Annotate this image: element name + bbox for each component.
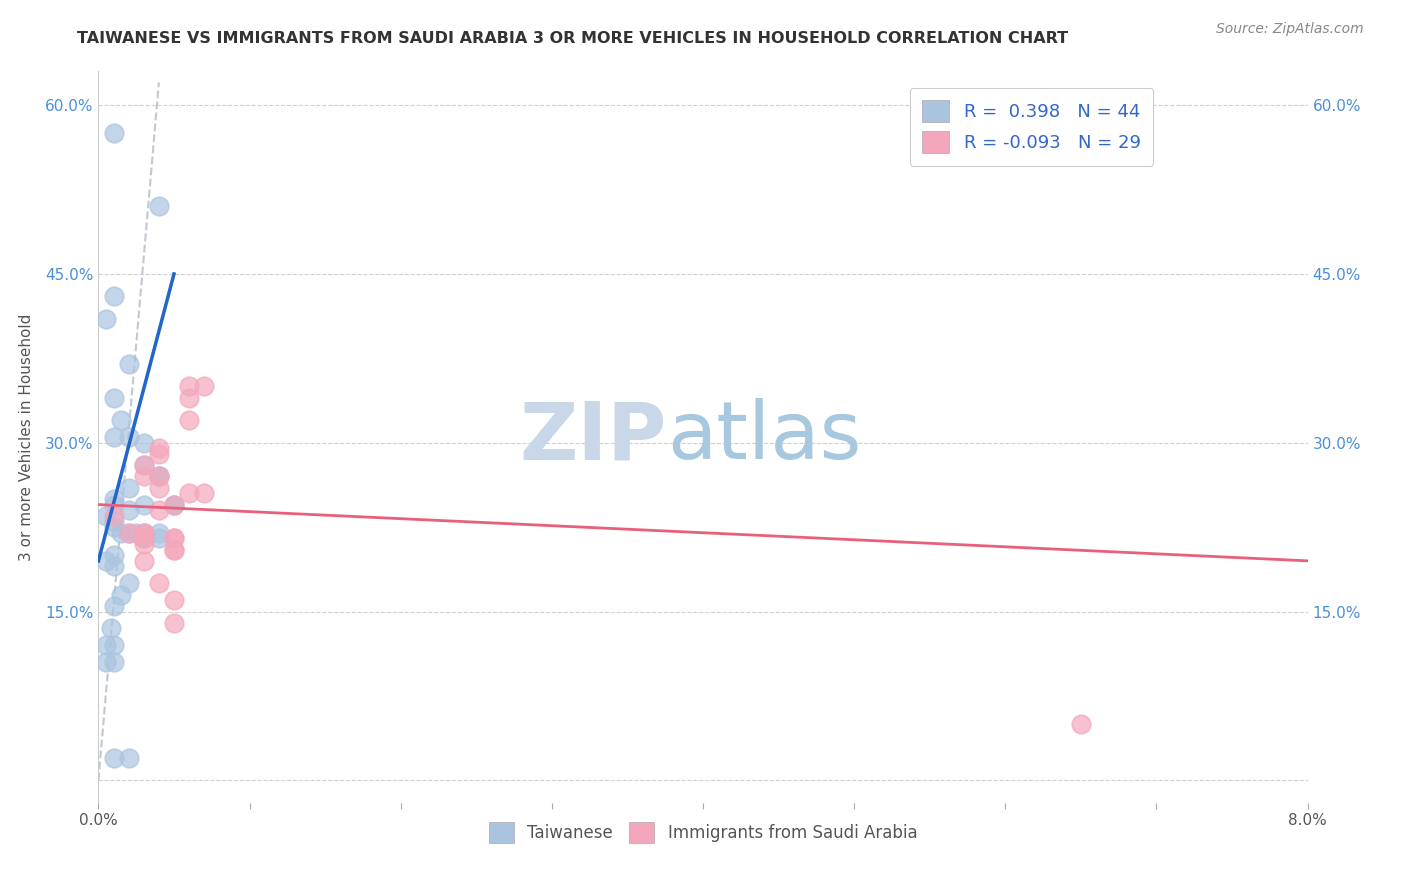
Point: [103, 515, 125, 529]
Point: [163, 498, 186, 512]
Point: [179, 379, 201, 393]
Point: [193, 486, 215, 500]
Point: [103, 559, 125, 574]
Point: [118, 357, 141, 371]
Point: [118, 751, 141, 765]
Point: [148, 199, 170, 213]
Point: [148, 532, 170, 546]
Point: [103, 751, 125, 765]
Point: [118, 525, 141, 540]
Text: ZIP: ZIP: [519, 398, 666, 476]
Point: [148, 481, 170, 495]
Point: [118, 430, 141, 444]
Point: [163, 542, 186, 557]
Point: [132, 537, 155, 551]
Point: [132, 435, 155, 450]
Point: [94, 638, 117, 652]
Point: [148, 447, 170, 461]
Point: [132, 525, 155, 540]
Point: [103, 289, 125, 303]
Point: [148, 576, 170, 591]
Point: [148, 525, 170, 540]
Point: [118, 576, 141, 591]
Point: [132, 469, 155, 483]
Point: [148, 469, 170, 483]
Point: [132, 458, 155, 473]
Point: [94, 655, 117, 669]
Point: [163, 498, 186, 512]
Point: [132, 532, 155, 546]
Legend: Taiwanese, Immigrants from Saudi Arabia: Taiwanese, Immigrants from Saudi Arabia: [482, 815, 924, 849]
Point: [94, 508, 117, 523]
Point: [163, 532, 186, 546]
Point: [148, 442, 170, 456]
Point: [179, 413, 201, 427]
Point: [148, 469, 170, 483]
Point: [179, 486, 201, 500]
Point: [110, 588, 132, 602]
Text: Source: ZipAtlas.com: Source: ZipAtlas.com: [1216, 22, 1364, 37]
Text: atlas: atlas: [666, 398, 860, 476]
Point: [132, 525, 155, 540]
Point: [148, 469, 170, 483]
Point: [163, 615, 186, 630]
Point: [193, 379, 215, 393]
Point: [103, 498, 125, 512]
Point: [103, 491, 125, 506]
Point: [100, 621, 122, 635]
Point: [179, 391, 201, 405]
Point: [94, 312, 117, 326]
Point: [103, 430, 125, 444]
Point: [110, 525, 132, 540]
Point: [118, 525, 141, 540]
Point: [132, 554, 155, 568]
Point: [132, 532, 155, 546]
Point: [103, 638, 125, 652]
Point: [103, 126, 125, 140]
Point: [103, 391, 125, 405]
Point: [103, 508, 125, 523]
Point: [132, 498, 155, 512]
Point: [103, 599, 125, 613]
Point: [118, 481, 141, 495]
Point: [103, 655, 125, 669]
Text: TAIWANESE VS IMMIGRANTS FROM SAUDI ARABIA 3 OR MORE VEHICLES IN HOUSEHOLD CORREL: TAIWANESE VS IMMIGRANTS FROM SAUDI ARABI…: [77, 31, 1069, 46]
Point: [132, 532, 155, 546]
Point: [163, 498, 186, 512]
Point: [163, 532, 186, 546]
Point: [163, 593, 186, 607]
Point: [125, 525, 148, 540]
Point: [1070, 717, 1092, 731]
Point: [103, 548, 125, 562]
Point: [103, 520, 125, 534]
Point: [110, 413, 132, 427]
Y-axis label: 3 or more Vehicles in Household: 3 or more Vehicles in Household: [18, 313, 34, 561]
Point: [118, 503, 141, 517]
Point: [163, 542, 186, 557]
Point: [132, 458, 155, 473]
Point: [94, 554, 117, 568]
Point: [148, 503, 170, 517]
Point: [132, 525, 155, 540]
